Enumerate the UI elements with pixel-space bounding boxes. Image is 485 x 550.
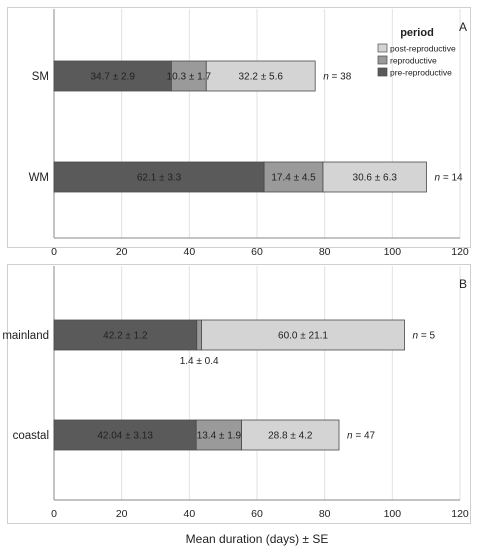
- data-label: 28.8 ± 4.2: [268, 431, 313, 442]
- legend-label: pre-reproductive: [390, 68, 452, 78]
- data-label: 60.0 ± 21.1: [278, 331, 328, 342]
- panel-b: 0 20 40 60 80 100 120 42.2 ± 1.2 1.4 ± 0.4 60.0 ±…: [2, 264, 471, 546]
- bar-segment-pre-reproductive: [53, 60, 172, 92]
- n-label: n = 47: [347, 431, 376, 442]
- panel-letter: B: [459, 277, 467, 291]
- x-tick-label: 80: [319, 246, 331, 258]
- panel-letter: A: [459, 20, 467, 34]
- data-label: 30.6 ± 6.3: [353, 173, 398, 184]
- data-label: 42.2 ± 1.2: [103, 331, 148, 342]
- x-tick-label: 20: [116, 246, 128, 258]
- x-tick-label: 0: [51, 508, 57, 520]
- bar-segment-pre-reproductive: [53, 161, 265, 193]
- x-axis-title: Mean duration (days) ± SE: [186, 532, 329, 546]
- bar-segment-post-reproductive: [322, 161, 427, 193]
- data-label: 34.7 ± 2.9: [90, 72, 135, 83]
- x-tick-label: 120: [451, 508, 469, 520]
- x-tick-label: 60: [251, 508, 263, 520]
- legend-swatch: [377, 67, 388, 77]
- bar-segment-post-reproductive: [201, 319, 405, 351]
- data-label: 1.4 ± 0.4: [180, 356, 219, 367]
- x-tick-label: 100: [384, 508, 402, 520]
- x-tick-label: 100: [384, 246, 402, 258]
- x-tick-label: 60: [251, 246, 263, 258]
- x-tick-label: 20: [116, 508, 128, 520]
- bar-segment-reproductive: [195, 419, 242, 451]
- data-label: 42.04 ± 3.13: [97, 431, 153, 442]
- data-label: 62.1 ± 3.3: [137, 173, 182, 184]
- category-label: mainland: [2, 330, 49, 342]
- bar-segment-reproductive: [171, 60, 207, 92]
- legend-swatch: [377, 43, 388, 53]
- data-label: 13.4 ± 1.9: [197, 431, 242, 442]
- n-label: n = 38: [323, 72, 352, 83]
- panel-frame: [7, 264, 471, 524]
- category-label: coastal: [13, 430, 49, 442]
- legend-swatch: [377, 55, 388, 65]
- legend-label: post-reproductive: [390, 44, 456, 54]
- x-tick-label: 40: [183, 246, 195, 258]
- data-label: 10.3 ± 1.7: [167, 72, 212, 83]
- category-label: WM: [29, 172, 49, 184]
- bar-segment-reproductive: [196, 319, 202, 351]
- x-tick-label: 120: [451, 246, 469, 258]
- category-label: SM: [32, 71, 49, 83]
- legend-title: period: [400, 27, 434, 39]
- x-tick-label: 40: [183, 508, 195, 520]
- x-tick-label: 80: [319, 508, 331, 520]
- n-label: n = 14: [435, 173, 464, 184]
- x-tick-label: 0: [51, 246, 57, 258]
- data-label: 32.2 ± 5.6: [239, 72, 284, 83]
- panel-frame: [7, 7, 471, 248]
- panel-a: 0 20 40 60 80 100 120 34.7 ± 2.9 10.3 ± 1.7 32.2 …: [7, 7, 471, 258]
- legend: period post-reproductive reproductive pre-r…: [377, 27, 456, 78]
- bar-segment-post-reproductive: [241, 419, 340, 451]
- legend-label: reproductive: [390, 56, 437, 66]
- bar-segment-pre-reproductive: [53, 419, 197, 451]
- bar-segment-post-reproductive: [205, 60, 316, 92]
- n-label: n = 5: [413, 331, 436, 342]
- data-label: 17.4 ± 4.5: [271, 173, 316, 184]
